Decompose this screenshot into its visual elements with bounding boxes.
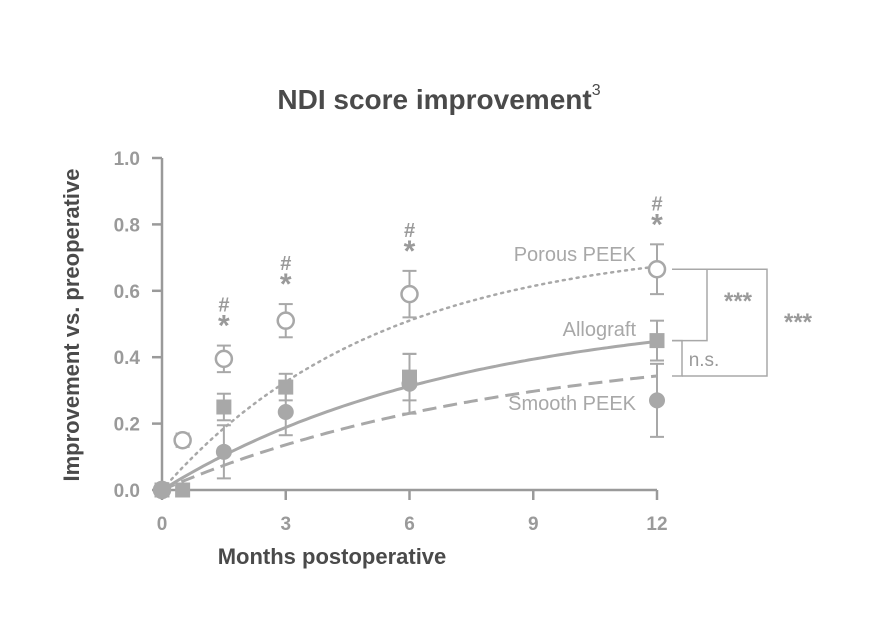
marker-smooth-peek (649, 392, 665, 409)
series-label-porous-peek: Porous PEEK (514, 244, 637, 266)
y-tick-label: 0.2 (114, 415, 140, 436)
significance-asterisk: * (404, 235, 416, 268)
significance-hash: # (404, 220, 415, 242)
chart-title-text: NDI score improvement (277, 84, 592, 115)
x-tick-label: 12 (646, 514, 667, 535)
marker-allograft (216, 399, 232, 415)
chart-title: NDI score improvement3 (0, 81, 878, 116)
bracket-porous-smooth (682, 268, 768, 377)
chart-title-superscript: 3 (591, 81, 601, 99)
marker-smooth-peek (401, 375, 418, 392)
marker-porous-peek (214, 349, 234, 369)
x-tick-label: 6 (404, 514, 415, 535)
y-tick-label: 0.6 (114, 282, 140, 303)
y-tick-label: 0.0 (114, 481, 140, 502)
series-label-smooth-peek: Smooth PEEK (508, 393, 637, 415)
y-tick-label: 1.0 (114, 149, 140, 170)
marker-allograft (175, 482, 191, 498)
marker-porous-peek (400, 284, 419, 304)
marker-smooth-peek (215, 443, 232, 460)
significance-asterisk: * (651, 208, 663, 241)
x-tick-label: 9 (528, 514, 539, 535)
series-label-allograft: Allograft (563, 319, 637, 341)
x-axis-label: Months postoperative (217, 544, 447, 569)
significance-hash: # (218, 295, 229, 317)
fit-line-porous-peek (160, 265, 659, 492)
bracket-label-porous-allograft: *** (724, 288, 753, 315)
marker-porous-peek (276, 311, 295, 330)
y-tick-label: 0.4 (114, 348, 141, 369)
significance-hash: # (280, 253, 291, 275)
marker-smooth-peek (277, 403, 294, 420)
significance-asterisk: * (218, 310, 230, 343)
y-axis-label: Improvement vs. preoperative (59, 168, 84, 482)
x-tick-label: 0 (157, 514, 168, 535)
y-tick-label: 0.8 (114, 215, 140, 236)
marker-porous-peek (647, 259, 667, 279)
marker-smooth-peek (154, 482, 170, 498)
x-tick-label: 3 (280, 514, 291, 535)
marker-allograft (278, 379, 294, 395)
bracket-allograft-smooth (672, 339, 683, 377)
significance-asterisk: * (280, 268, 292, 301)
significance-hash: # (651, 193, 662, 215)
bracket-porous-allograft (672, 268, 708, 342)
marker-allograft (649, 333, 665, 349)
marker-porous-peek (173, 430, 192, 450)
bracket-label-porous-smooth: *** (784, 309, 813, 336)
bracket-label-allograft-smooth: n.s. (689, 350, 720, 371)
